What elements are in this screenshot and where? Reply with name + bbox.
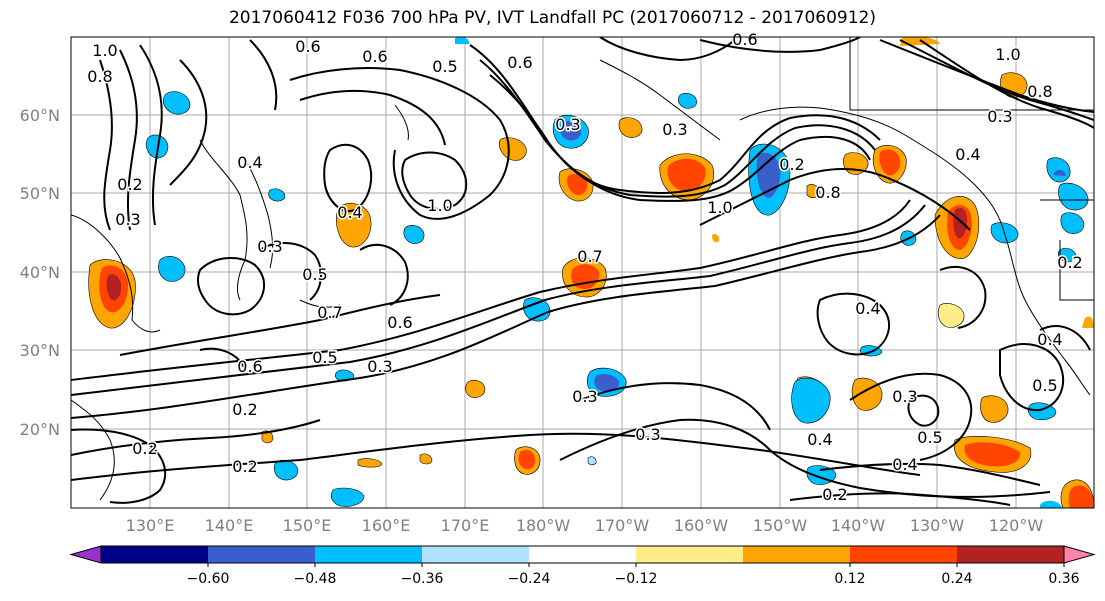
contour-label: 0.4	[337, 203, 362, 222]
contour-label: 0.6	[732, 30, 757, 49]
colorbar-segment	[101, 546, 208, 563]
contour-label: 0.8	[87, 67, 112, 86]
contour-label: 0.3	[367, 357, 392, 376]
contour-label: 0.4	[892, 455, 917, 474]
colorbar-segment	[957, 546, 1064, 563]
colorbar-segment	[636, 546, 743, 563]
contour-label: 0.3	[115, 210, 140, 229]
contour-label: 0.3	[257, 237, 282, 256]
lon-label: 120°W	[989, 516, 1044, 535]
lon-label: 130°W	[910, 516, 965, 535]
lon-label: 140°W	[831, 516, 886, 535]
contour-label: 0.6	[295, 37, 320, 56]
contour-label: 0.3	[635, 425, 660, 444]
colorbar-segments	[69, 545, 1096, 564]
latitude-labels: 60°N 50°N 40°N 30°N 20°N	[20, 106, 60, 439]
colorbar-tick-label: −0.24	[508, 571, 551, 587]
colorbar-extend-low	[69, 545, 102, 564]
contour-label: 0.5	[1032, 376, 1057, 395]
contour-label: 1.0	[995, 45, 1020, 64]
contour-label: 0.3	[892, 387, 917, 406]
colorbar-tick-label: −0.12	[615, 571, 658, 587]
colorbar-tick-label: 0.24	[941, 571, 972, 587]
colorbar-tick-label: −0.36	[401, 571, 444, 587]
contour-label: 0.2	[132, 439, 157, 458]
contour-label: 0.5	[432, 57, 457, 76]
contour-label: 0.2	[232, 400, 257, 419]
colorbar-tick-label: −0.60	[187, 571, 230, 587]
contour-label: 0.4	[807, 430, 832, 449]
colorbar-segment	[529, 546, 636, 563]
contour-label: 0.4	[855, 299, 880, 318]
contour-label: 0.2	[1057, 253, 1082, 272]
contour-label: 0.3	[572, 387, 597, 406]
pv-contours	[71, 37, 1094, 506]
lon-label: 170°W	[595, 516, 650, 535]
contour-label: 0.3	[555, 115, 580, 134]
contour-label: 0.7	[577, 247, 602, 266]
colorbar-segment	[422, 546, 529, 563]
contour-labels: 1.00.80.60.60.5 0.60.40.30.20.3 0.40.50.70…	[86, 29, 1084, 506]
contour-label: 0.2	[779, 155, 804, 174]
contour-label: 0.2	[822, 485, 847, 504]
contour-label: 0.6	[237, 357, 262, 376]
contour-label: 0.6	[507, 53, 532, 72]
colorbar-tick-label: −0.48	[294, 571, 337, 587]
lat-label: 60°N	[20, 106, 60, 125]
contour-label: 0.2	[117, 175, 142, 194]
contour-label: 0.5	[312, 348, 337, 367]
contour-label: 0.6	[362, 47, 387, 66]
colorbar-extend-high	[1063, 545, 1096, 564]
lat-label: 30°N	[20, 341, 60, 360]
contour-label: 0.8	[1027, 82, 1052, 101]
lat-label: 40°N	[20, 263, 60, 282]
contour-label: 0.8	[815, 183, 840, 202]
contour-label: 1.0	[707, 198, 732, 217]
lon-label: 150°E	[283, 516, 332, 535]
colorbar-ticks: −0.60−0.48−0.36−0.24−0.120.120.240.360.4…	[187, 563, 1080, 587]
coastlines	[71, 37, 1094, 501]
contour-label: 1.0	[92, 41, 117, 60]
lon-label: 150°W	[753, 516, 808, 535]
colorbar-segment	[315, 546, 422, 563]
contour-label: 0.3	[987, 107, 1012, 126]
colorbar: −0.60−0.48−0.36−0.24−0.120.120.240.360.4…	[69, 545, 1096, 587]
contour-label: 0.7	[317, 303, 342, 322]
colorbar-outline	[100, 545, 1065, 564]
lon-label: 140°E	[205, 516, 254, 535]
lon-label: 130°E	[126, 516, 175, 535]
contour-label: 0.2	[232, 457, 257, 476]
lon-label: 170°E	[441, 516, 490, 535]
contour-label: 0.4	[237, 153, 262, 172]
colorbar-segment	[743, 546, 850, 563]
lon-label: 160°E	[362, 516, 411, 535]
lon-label: 180°W	[516, 516, 571, 535]
contour-label: 0.4	[1037, 330, 1062, 349]
contour-label: 0.3	[662, 120, 687, 139]
contour-label: 0.4	[955, 145, 980, 164]
colorbar-segment	[850, 546, 957, 563]
contour-label: 0.6	[387, 313, 412, 332]
map-title: 2017060412 F036 700 hPa PV, IVT Landfall…	[228, 8, 876, 28]
colorbar-segment	[208, 546, 315, 563]
positive-anomaly-patches	[88, 37, 1094, 508]
contour-label: 1.0	[427, 196, 452, 215]
contour-label: 0.5	[917, 428, 942, 447]
lon-label: 160°W	[674, 516, 729, 535]
longitude-labels: 130°E 140°E 150°E 160°E 170°E 180°W 170°…	[126, 516, 1044, 535]
colorbar-tick-label: 0.36	[1048, 571, 1079, 587]
colorbar-tick-label: 0.12	[834, 571, 865, 587]
lat-label: 20°N	[20, 420, 60, 439]
contour-label: 0.5	[302, 265, 327, 284]
map-frame	[70, 36, 1095, 509]
lat-label: 50°N	[20, 184, 60, 203]
